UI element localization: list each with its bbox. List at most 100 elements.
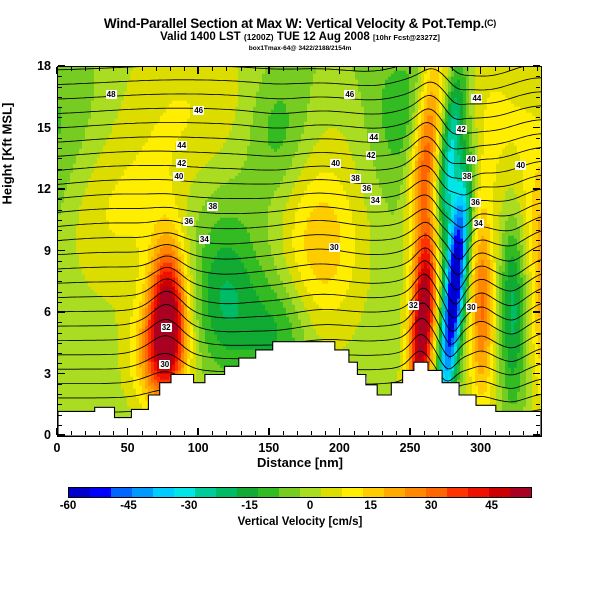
y-axis-tick	[58, 249, 65, 252]
x-axis-minor-tick	[297, 431, 299, 435]
contour-label: 36	[183, 216, 195, 226]
x-axis-minor-tick	[523, 67, 525, 71]
y-axis-minor-tick	[536, 281, 540, 283]
contour-label: 40	[330, 159, 342, 169]
x-axis-minor-tick	[537, 67, 539, 71]
valid-date: TUE 12 Aug 2008	[276, 31, 370, 43]
colorbar-swatch	[300, 488, 321, 497]
y-axis-tick	[58, 188, 65, 190]
y-axis-minor-tick	[58, 96, 62, 98]
contour-label: 44	[368, 132, 380, 142]
y-axis-tick-label: 15	[37, 120, 51, 135]
contour-label: 30	[465, 302, 477, 312]
y-axis-minor-tick	[58, 394, 62, 395]
x-axis-tick	[197, 67, 199, 74]
colorbar-swatch	[237, 488, 258, 497]
x-axis-tick	[338, 428, 341, 435]
y-axis-tick-label: 9	[44, 243, 51, 258]
x-axis-minor-tick	[226, 431, 228, 435]
terrain-profile	[58, 341, 541, 436]
x-axis-minor-tick	[325, 431, 327, 435]
x-axis-minor-tick	[141, 67, 143, 71]
x-axis-tick-label: 250	[399, 441, 421, 455]
y-axis-minor-tick	[58, 178, 62, 180]
colorbar-tick-label: 45	[485, 500, 499, 512]
forecast-hour: [10hr Fcst@2327Z]	[372, 33, 440, 42]
y-axis-minor-tick	[58, 383, 62, 385]
y-axis-tick	[533, 65, 540, 67]
contour-label: 36	[470, 198, 481, 208]
colorbar-swatch	[321, 488, 342, 497]
x-axis-minor-tick	[99, 67, 101, 71]
x-axis-minor-tick	[508, 67, 510, 71]
colorbar-swatch	[468, 488, 489, 497]
x-axis-minor-tick	[537, 431, 539, 435]
y-axis-tick-label: 3	[44, 366, 51, 381]
colorbar-tick-label: 15	[364, 500, 377, 512]
colorbar-tick-label: -15	[241, 500, 258, 512]
y-axis-minor-tick	[536, 383, 540, 385]
x-axis-minor-tick	[452, 67, 454, 71]
chart-title-units: (C)	[484, 18, 497, 28]
colorbar-swatch	[90, 488, 111, 497]
valid-time: Valid 1400 LST	[160, 31, 241, 43]
y-axis-minor-tick	[536, 168, 540, 170]
y-axis-minor-tick	[58, 209, 62, 211]
y-axis-minor-tick	[58, 260, 62, 262]
y-axis-minor-tick	[58, 414, 62, 416]
x-axis-minor-tick	[353, 431, 355, 435]
y-axis-minor-tick	[58, 353, 62, 354]
x-axis-tick	[56, 67, 58, 74]
y-axis-minor-tick	[58, 424, 62, 426]
y-axis-tick	[58, 372, 65, 375]
colorbar-tick-label: -30	[180, 500, 198, 512]
y-axis-minor-tick	[58, 117, 62, 119]
y-axis-minor-tick	[536, 260, 540, 262]
x-axis-tick	[56, 428, 58, 435]
y-axis-tick	[58, 434, 65, 436]
y-axis-tick-label: 6	[44, 305, 51, 319]
contour-label: 34	[198, 235, 210, 245]
y-axis-tick	[58, 126, 65, 129]
x-axis-minor-tick	[113, 67, 115, 71]
x-axis-minor-tick	[311, 67, 313, 71]
colorbar-swatch	[279, 488, 300, 497]
colorbar-swatch	[510, 488, 531, 497]
y-axis-tick	[58, 311, 65, 313]
vertical-velocity-field	[58, 67, 541, 436]
y-axis-tick	[58, 65, 65, 67]
y-axis-minor-tick	[58, 137, 62, 139]
colorbar-swatch	[132, 488, 153, 497]
x-axis-minor-tick	[367, 67, 369, 71]
x-axis-minor-tick	[367, 431, 369, 435]
x-axis-minor-tick	[141, 431, 143, 435]
contour-label: 30	[328, 243, 340, 253]
x-axis-minor-tick	[466, 431, 468, 435]
y-axis-minor-tick	[536, 76, 540, 78]
y-axis-minor-tick	[58, 363, 62, 365]
y-axis-minor-tick	[58, 168, 62, 170]
x-axis-tick-label: 300	[470, 441, 492, 455]
contour-label: 38	[461, 171, 473, 181]
y-axis-minor-tick	[58, 301, 62, 303]
colorbar-swatch	[363, 488, 384, 497]
x-axis-minor-tick	[466, 67, 468, 71]
y-axis-tick	[533, 126, 540, 129]
x-axis-minor-tick	[381, 67, 383, 71]
y-axis-minor-tick	[58, 281, 62, 283]
y-axis-minor-tick	[536, 219, 540, 221]
x-axis-minor-tick	[155, 431, 157, 435]
y-axis-minor-tick	[58, 86, 62, 88]
colorbar-swatch	[111, 488, 132, 497]
y-axis-minor-tick	[536, 424, 540, 426]
x-axis-minor-tick	[184, 67, 186, 71]
y-axis-minor-tick	[536, 301, 540, 303]
y-axis-minor-tick	[58, 219, 62, 221]
chart-subtitle: Valid 1400 LST (1200Z) TUE 12 Aug 2008 […	[0, 31, 600, 44]
y-axis-minor-tick	[536, 230, 540, 231]
y-axis-minor-tick	[536, 271, 540, 272]
y-axis-minor-tick	[58, 332, 62, 334]
y-axis-minor-tick	[536, 332, 540, 334]
contour-label: 32	[407, 300, 419, 310]
